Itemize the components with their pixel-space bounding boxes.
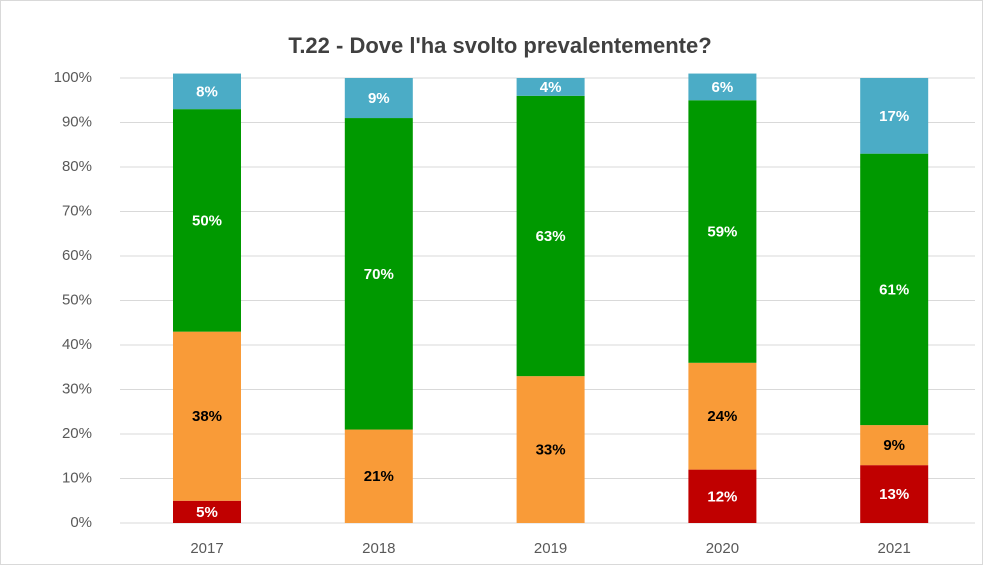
x-tick-label: 2017 [190, 540, 223, 557]
bar-segment [173, 73, 241, 110]
data-label: 24% [707, 408, 737, 425]
data-label: 8% [196, 83, 218, 100]
y-tick-label: 100% [54, 69, 92, 86]
y-tick-label: 20% [62, 425, 92, 442]
data-label: 9% [883, 437, 905, 454]
x-tick-label: 2018 [362, 540, 395, 557]
bar-segment [516, 78, 585, 96]
y-tick-label: 70% [62, 202, 92, 219]
y-tick-label: 0% [70, 514, 92, 531]
bar-segment [860, 78, 929, 154]
bar-segment [688, 100, 757, 363]
y-tick-label: 30% [62, 380, 92, 397]
data-label: 70% [364, 266, 394, 283]
data-label: 38% [192, 408, 222, 425]
y-tick-label: 40% [62, 336, 92, 353]
bar-segment [688, 73, 757, 101]
x-tick-label: 2021 [878, 540, 911, 557]
data-label: 50% [192, 212, 222, 229]
y-tick-label: 50% [62, 291, 92, 308]
bar-segment [688, 362, 757, 470]
data-label: 5% [196, 504, 218, 521]
y-tick-label: 60% [62, 247, 92, 264]
bar-segment [860, 425, 929, 466]
data-label: 33% [536, 442, 566, 459]
bar-segment [860, 153, 929, 426]
data-label: 61% [879, 281, 909, 298]
y-tick-label: 10% [62, 469, 92, 486]
chart-title: T.22 - Dove l'ha svolto prevalentemente? [288, 33, 711, 58]
data-label: 59% [707, 223, 737, 240]
data-label: 63% [536, 228, 566, 245]
data-label: 17% [879, 108, 909, 125]
data-label: 4% [540, 79, 562, 96]
bar-segment [860, 465, 929, 523]
bar-segment [516, 376, 585, 523]
bar-segment [344, 429, 413, 523]
data-label: 9% [368, 90, 390, 107]
bar-segment [173, 109, 241, 332]
data-label: 6% [712, 79, 734, 96]
data-label: 13% [879, 486, 909, 503]
bar-segment [173, 331, 241, 501]
bar-segment [688, 469, 757, 523]
bar-segment [344, 78, 413, 119]
bar-segment [173, 500, 241, 523]
x-tick-label: 2019 [534, 540, 567, 557]
bar-segment [516, 95, 585, 377]
data-label: 21% [364, 468, 394, 485]
data-label: 12% [707, 488, 737, 505]
x-tick-label: 2020 [706, 540, 739, 557]
y-tick-label: 90% [62, 113, 92, 130]
bar-segment [344, 118, 413, 430]
y-tick-label: 80% [62, 158, 92, 175]
